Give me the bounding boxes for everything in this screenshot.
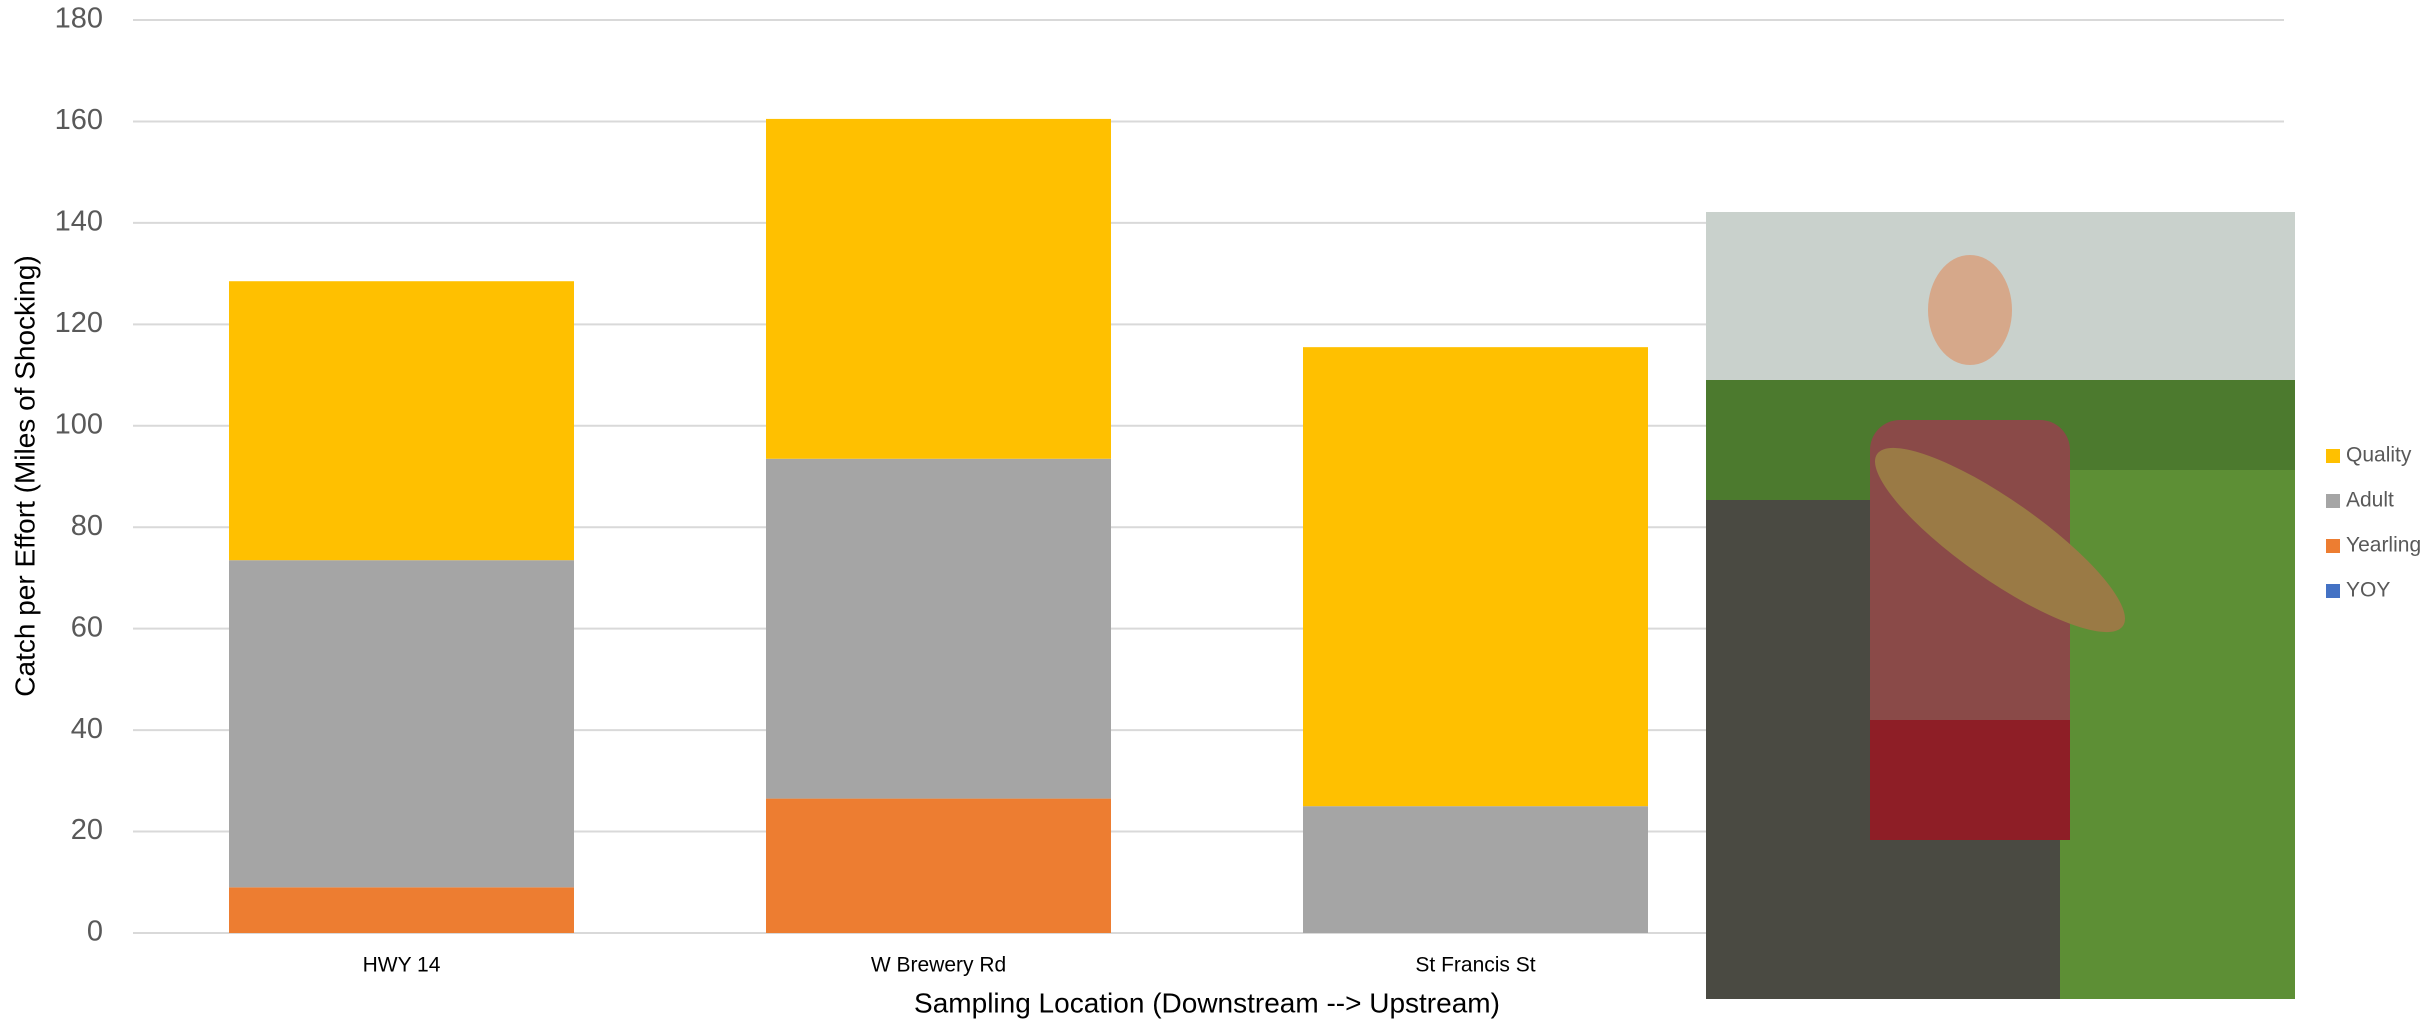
y-tick-label: 0 [87, 916, 103, 948]
legend-swatch [2326, 584, 2340, 598]
bar-segment [229, 281, 574, 561]
bar-segment [229, 887, 574, 933]
bars [229, 118, 1648, 933]
y-tick-label: 20 [71, 814, 103, 846]
legend-label: Adult [2346, 489, 2394, 512]
legend-label: YOY [2346, 579, 2390, 602]
y-tick-label: 140 [55, 206, 103, 238]
y-axis-title: Catch per Effort (Miles of Shocking) [9, 255, 40, 696]
x-axis-title: Sampling Location (Downstream --> Upstre… [914, 987, 1500, 1018]
bar-segment [766, 118, 1111, 459]
x-tick-label: St Francis St [1415, 954, 1535, 977]
photo [1706, 212, 2295, 999]
bar-segment [766, 798, 1111, 933]
y-tick-label: 180 [55, 3, 103, 35]
legend-label: Quality [2346, 444, 2412, 467]
y-tick-label: 60 [71, 611, 103, 643]
y-tick-label: 120 [55, 307, 103, 339]
legend: YOY Yearling Adult Quality [2326, 444, 2421, 602]
bar-segment [766, 458, 1111, 799]
y-tick-label: 160 [55, 104, 103, 136]
x-tick-label: W Brewery Rd [871, 954, 1006, 977]
legend-swatch [2326, 494, 2340, 508]
bar-segment [229, 560, 574, 888]
legend-swatch [2326, 449, 2340, 463]
x-tick-label: HWY 14 [363, 954, 441, 977]
y-tick-label: 80 [71, 510, 103, 542]
y-tick-label: 40 [71, 713, 103, 745]
bar-segment [1303, 806, 1648, 933]
photo-shorts [1870, 720, 2070, 840]
bar-segment [1303, 347, 1648, 807]
photo-face [1928, 255, 2012, 365]
y-tick-label: 100 [55, 408, 103, 440]
legend-swatch [2326, 539, 2340, 553]
photo-grass [2060, 470, 2295, 999]
legend-label: Yearling [2346, 534, 2421, 557]
photo-fish [1875, 447, 2125, 633]
